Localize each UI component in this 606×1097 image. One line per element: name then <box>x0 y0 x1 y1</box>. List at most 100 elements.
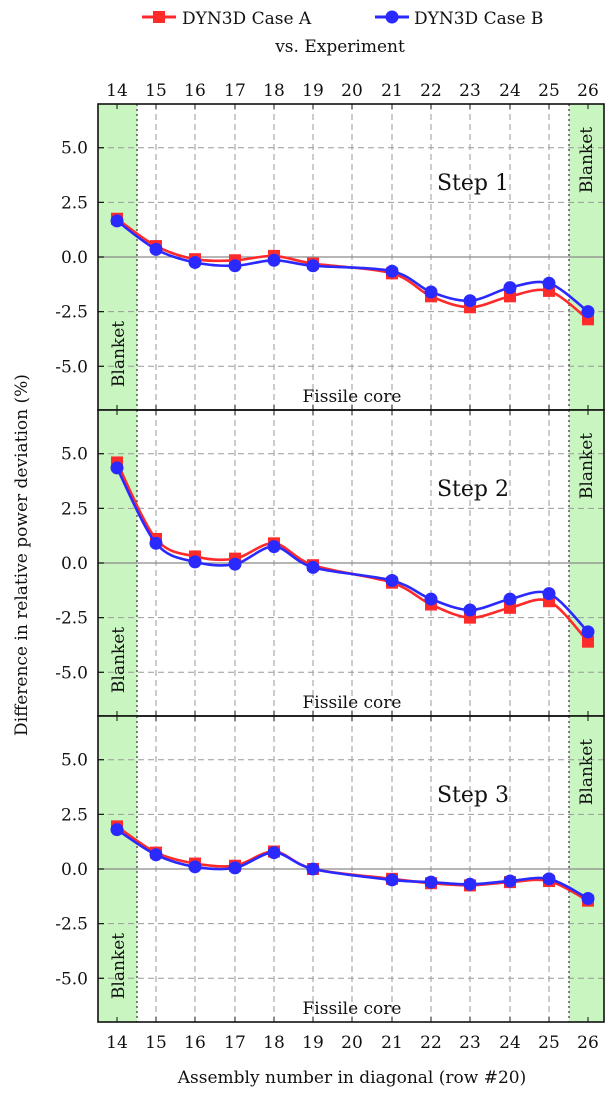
x-tick-label-top: 14 <box>106 81 128 101</box>
data-point-case-b <box>306 259 320 273</box>
panels: 5.0 2.5 0.0 -2.5 -5.0 Blanket Blanket Fissile c… <box>55 103 605 1023</box>
data-point-case-b <box>424 592 438 606</box>
step-label: Step 3 <box>437 783 509 808</box>
data-point-case-b <box>463 294 477 308</box>
panel-1: 5.0 2.5 0.0 -2.5 -5.0 Blanket Blanket Fissile c… <box>55 103 605 411</box>
data-point-case-a <box>582 635 594 648</box>
x-tick-label-bottom: 24 <box>499 1033 521 1053</box>
x-tick-label-bottom: 17 <box>224 1033 246 1053</box>
data-point-case-b <box>542 587 556 601</box>
y-tick-label: 2.5 <box>61 805 88 825</box>
y-tick-label: -2.5 <box>55 609 88 629</box>
x-tick-label-top: 23 <box>459 81 481 101</box>
data-point-case-b <box>228 557 242 571</box>
x-tick-label-top: 22 <box>420 81 442 101</box>
data-point-case-b <box>188 555 202 569</box>
x-tick-label-top: 25 <box>538 81 560 101</box>
y-tick-label: -5.0 <box>55 663 88 683</box>
data-point-case-b <box>306 862 320 876</box>
y-tick-label: 5.0 <box>61 139 88 159</box>
data-point-case-b <box>149 242 163 256</box>
fissile-core-label: Fissile core <box>303 999 402 1019</box>
x-tick-label-top: 20 <box>341 81 363 101</box>
data-point-case-b <box>463 877 477 891</box>
y-tick-label: -2.5 <box>55 303 88 323</box>
y-tick-label: 0.0 <box>61 248 88 268</box>
x-tick-label-bottom: 26 <box>577 1033 599 1053</box>
x-tick-label-top: 21 <box>381 81 403 101</box>
step-label: Step 1 <box>437 171 509 196</box>
data-point-case-b <box>581 305 595 319</box>
x-tick-label-bottom: 15 <box>145 1033 167 1053</box>
bottom-x-tick-labels: 14 15 16 17 18 19 20 21 22 23 24 25 26 <box>106 1033 599 1053</box>
panel-frame <box>97 715 605 1023</box>
legend-marker-circle-icon <box>385 10 399 24</box>
data-point-case-b <box>581 892 595 906</box>
data-point-case-b <box>110 461 124 475</box>
legend-label-case-a: DYN3D Case A <box>182 9 312 29</box>
data-point-case-b <box>228 861 242 875</box>
y-tick-label: 2.5 <box>61 499 88 519</box>
data-point-case-b <box>267 846 281 860</box>
data-point-case-b <box>463 603 477 617</box>
y-tick-label: 2.5 <box>61 193 88 213</box>
legend-label-case-b: DYN3D Case B <box>414 9 543 29</box>
blanket-label-left: Blanket <box>109 933 129 999</box>
x-tick-label-top: 19 <box>302 81 324 101</box>
x-tick-label-top: 15 <box>145 81 167 101</box>
legend-marker-square-icon <box>153 11 165 23</box>
data-point-case-b <box>424 875 438 889</box>
data-point-case-b <box>503 874 517 888</box>
x-tick-label-bottom: 18 <box>263 1033 285 1053</box>
panel-3: 5.0 2.5 0.0 -2.5 -5.0 Blanket Blanket Fissile c… <box>55 715 605 1023</box>
data-point-case-b <box>228 259 242 273</box>
data-point-case-b <box>385 264 399 278</box>
legend: DYN3D Case A DYN3D Case B vs. Experiment <box>142 9 543 57</box>
data-point-case-b <box>306 560 320 574</box>
blanket-label-left: Blanket <box>109 627 129 693</box>
x-tick-label-bottom: 20 <box>341 1033 363 1053</box>
data-point-case-b <box>110 214 124 228</box>
y-tick-label: -2.5 <box>55 915 88 935</box>
blanket-label-right: Blanket <box>577 127 597 193</box>
data-point-case-b <box>542 872 556 886</box>
y-tick-label: 0.0 <box>61 860 88 880</box>
data-point-case-b <box>149 536 163 550</box>
x-tick-label-bottom: 23 <box>459 1033 481 1053</box>
y-axis-label: Difference in relative power deviation (… <box>12 374 32 736</box>
data-point-case-b <box>267 253 281 267</box>
top-x-tick-labels: 14 15 16 17 18 19 20 21 22 23 24 25 26 <box>106 81 599 101</box>
y-tick-label: 0.0 <box>61 554 88 574</box>
data-point-case-b <box>503 592 517 606</box>
data-point-case-b <box>188 860 202 874</box>
data-point-case-b <box>110 823 124 837</box>
step-label: Step 2 <box>437 477 509 502</box>
data-point-case-b <box>385 573 399 587</box>
x-tick-label-top: 26 <box>577 81 599 101</box>
blanket-label-right: Blanket <box>577 739 597 805</box>
data-point-case-b <box>188 255 202 269</box>
x-tick-label-top: 18 <box>263 81 285 101</box>
fissile-core-label: Fissile core <box>303 693 402 713</box>
blanket-label-left: Blanket <box>109 321 129 387</box>
x-tick-label-bottom: 14 <box>106 1033 128 1053</box>
data-point-case-b <box>581 625 595 639</box>
data-point-case-b <box>149 848 163 862</box>
panel-2: 5.0 2.5 0.0 -2.5 -5.0 Blanket Blanket Fissile c… <box>55 409 605 717</box>
data-point-case-b <box>267 540 281 554</box>
data-point-case-b <box>385 873 399 887</box>
y-tick-label: -5.0 <box>55 357 88 377</box>
data-point-case-b <box>503 281 517 295</box>
x-tick-label-bottom: 19 <box>302 1033 324 1053</box>
x-tick-label-bottom: 25 <box>538 1033 560 1053</box>
x-tick-label-bottom: 22 <box>420 1033 442 1053</box>
blanket-label-right: Blanket <box>577 433 597 499</box>
legend-subtitle: vs. Experiment <box>274 37 405 57</box>
x-tick-label-top: 17 <box>224 81 246 101</box>
y-tick-label: 5.0 <box>61 751 88 771</box>
x-tick-label-top: 16 <box>184 81 206 101</box>
x-tick-label-bottom: 16 <box>184 1033 206 1053</box>
x-axis-label: Assembly number in diagonal (row #20) <box>177 1068 526 1088</box>
data-point-case-b <box>542 276 556 290</box>
